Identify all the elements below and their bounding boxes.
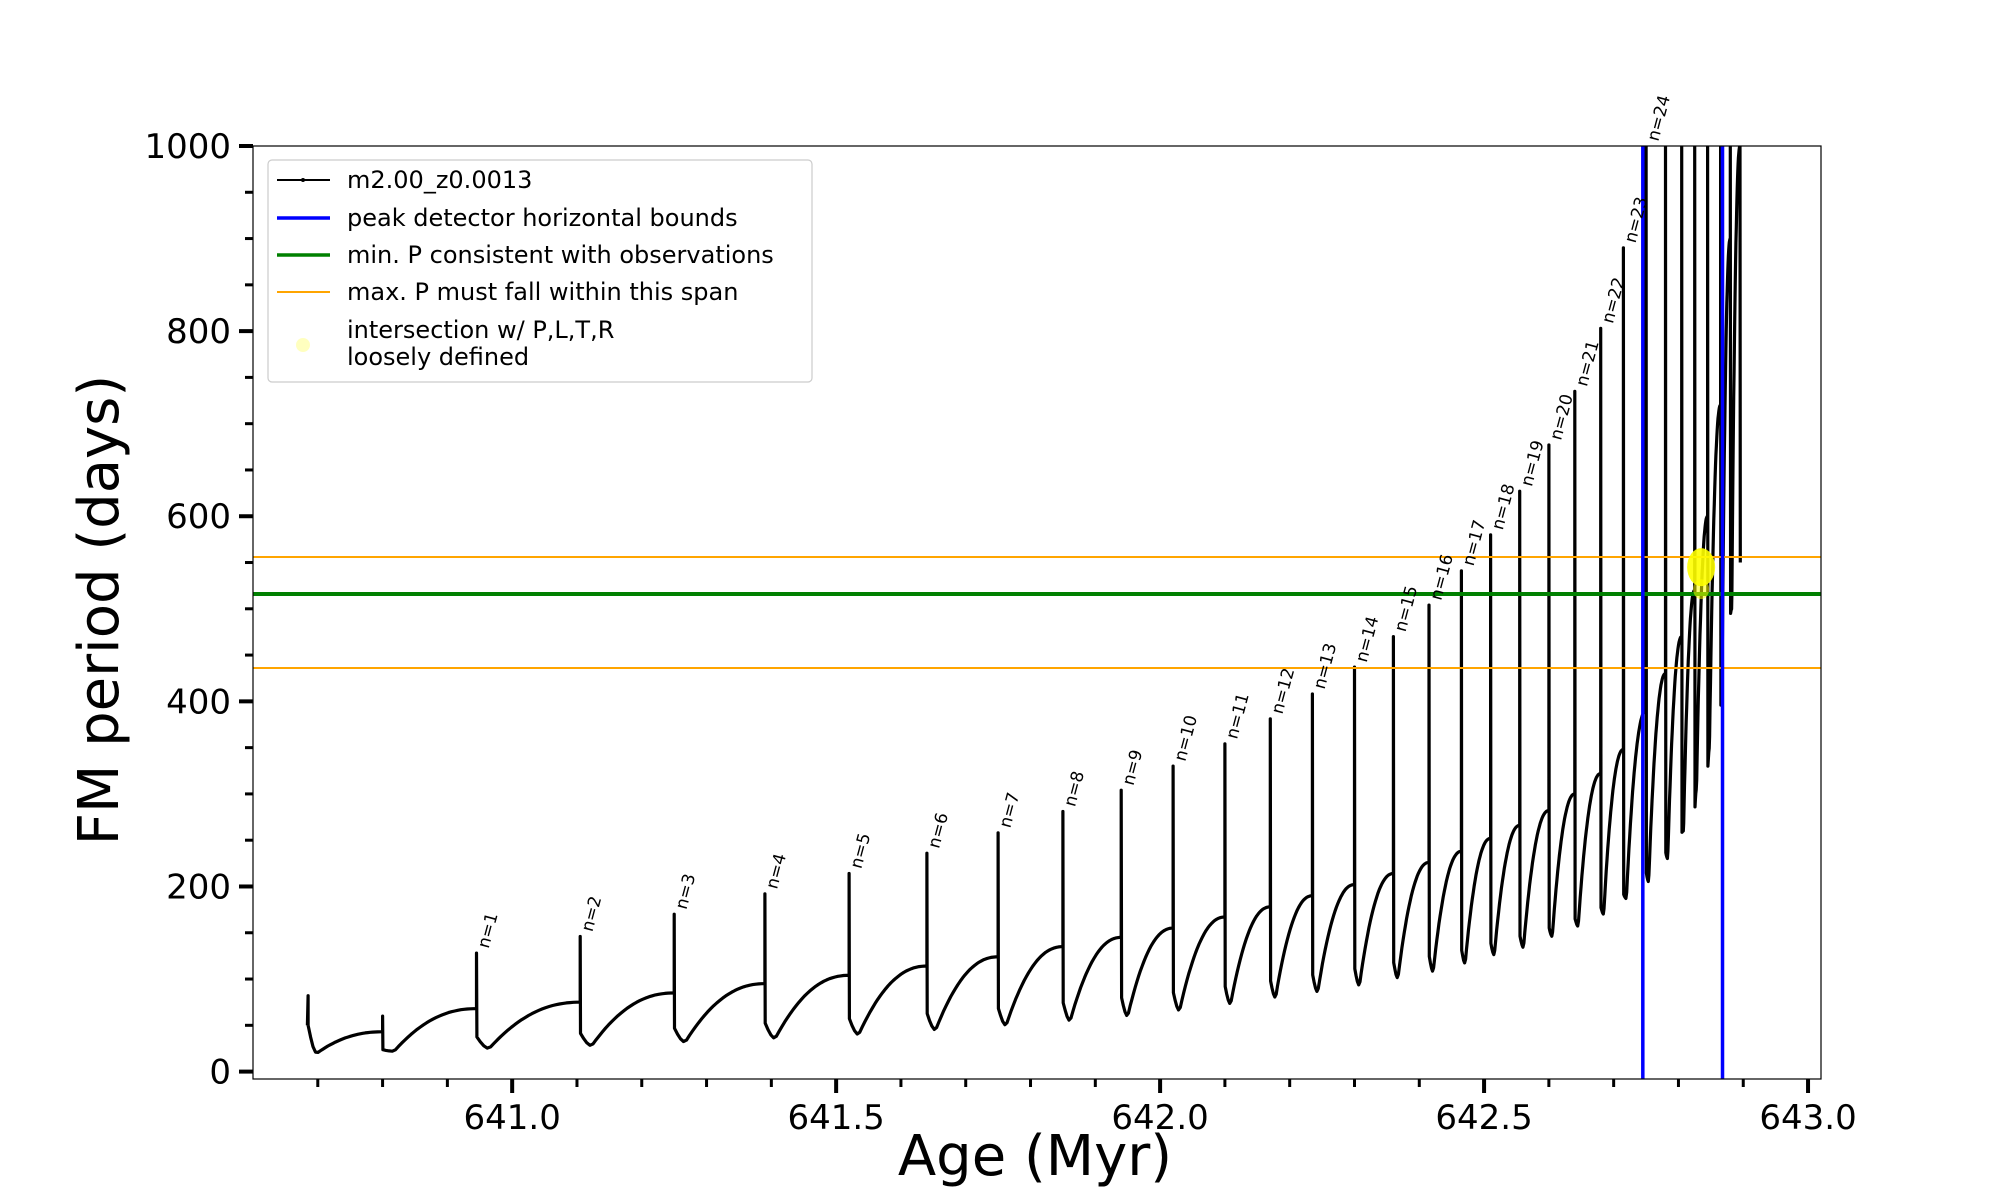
x-tick-label: 642.0 [1111,1098,1208,1138]
y-tick-label: 1000 [144,127,231,167]
intersection-marker [1687,548,1716,587]
y-tick-label: 800 [166,312,231,352]
y-tick-label: 0 [209,1053,231,1093]
legend-box [267,159,813,383]
legend-label-3: max. P must fall within this span [347,278,738,306]
plot-frame [252,145,1822,1080]
annotation-n=24: n=24 [1644,93,1675,143]
legend-label-2: min. P consistent with observations [347,241,774,269]
x-tick-label: 642.5 [1435,1098,1532,1138]
legend-label-4a: intersection w/ P,L,T,R [347,316,614,344]
legend-label-0: m2.00_z0.0013 [347,166,532,194]
y-tick-label: 200 [166,867,231,907]
legend-label-4b: loosely defined [347,343,529,371]
x-tick-label: 641.0 [464,1098,561,1138]
x-tick-label: 643.0 [1759,1098,1856,1138]
intersection-marker-glow [1693,579,1710,600]
legend-swatch-marker [296,338,310,352]
series-line-m2.00_z0.0013 [305,146,1742,1054]
y-axis-title: FM period (days) [67,375,132,845]
legend-label-1: peak detector horizontal bounds [347,204,738,232]
x-tick-label: 641.5 [787,1098,884,1138]
x-axis-title: Age (Myr) [898,1124,1172,1189]
legend-swatch-dot [301,178,305,182]
y-tick-label: 600 [166,497,231,537]
y-tick-label: 400 [166,682,231,722]
